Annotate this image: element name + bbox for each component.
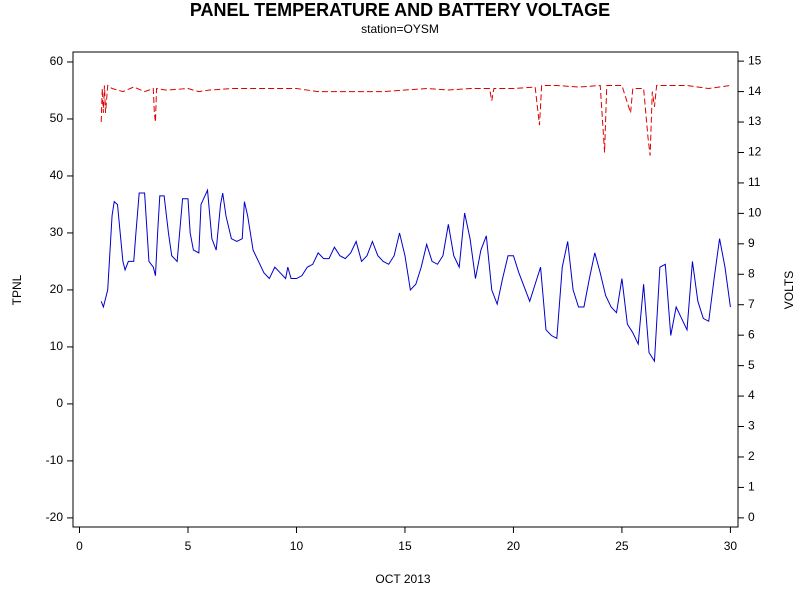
y2-tick-label: 1	[748, 480, 755, 494]
chart-subtitle: station=OYSM	[361, 22, 439, 36]
y-tick-label: 20	[50, 282, 64, 296]
data-line	[100, 84, 731, 156]
x-tick-label: 25	[615, 539, 629, 553]
y2-tick-label: 8	[748, 266, 755, 280]
y-tick-label: 40	[50, 168, 64, 182]
y-tick-label: 30	[50, 225, 64, 239]
y2-tick-label: 5	[748, 358, 755, 372]
x-tick-label: 0	[76, 539, 83, 553]
y2-tick-label: 10	[748, 206, 762, 220]
y-tick-label: 60	[50, 54, 64, 68]
x-tick-label: 30	[724, 539, 738, 553]
x-tick-label: 15	[398, 539, 412, 553]
y-tick-label: -20	[46, 510, 64, 524]
y2-tick-label: 13	[748, 114, 762, 128]
y-tick-label: 0	[56, 396, 63, 410]
x-tick-label: 20	[507, 539, 521, 553]
y2-tick-label: 12	[748, 145, 762, 159]
y-axis-label: TPNL	[10, 274, 24, 305]
y2-tick-label: 0	[748, 510, 755, 524]
y-tick-label: 50	[50, 111, 64, 125]
x-axis-label: OCT 2013	[375, 572, 430, 586]
x-tick-label: 10	[290, 539, 304, 553]
y-tick-label: -10	[46, 453, 64, 467]
y-tick-label: 10	[50, 339, 64, 353]
y2-tick-label: 6	[748, 327, 755, 341]
x-tick-label: 5	[185, 539, 192, 553]
y2-axis-label: VOLTS	[782, 271, 796, 309]
y2-tick-label: 14	[748, 84, 762, 98]
data-line	[100, 188, 731, 363]
y2-tick-label: 2	[748, 449, 755, 463]
plot-frame	[72, 51, 739, 528]
y2-tick-label: 4	[748, 388, 755, 402]
y2-tick-label: 9	[748, 236, 755, 250]
y2-tick-label: 11	[748, 175, 761, 189]
chart-title: PANEL TEMPERATURE AND BATTERY VOLTAGE	[190, 0, 610, 20]
y2-tick-label: 7	[748, 297, 755, 311]
y2-tick-label: 15	[748, 53, 762, 67]
y2-tick-label: 3	[748, 419, 755, 433]
